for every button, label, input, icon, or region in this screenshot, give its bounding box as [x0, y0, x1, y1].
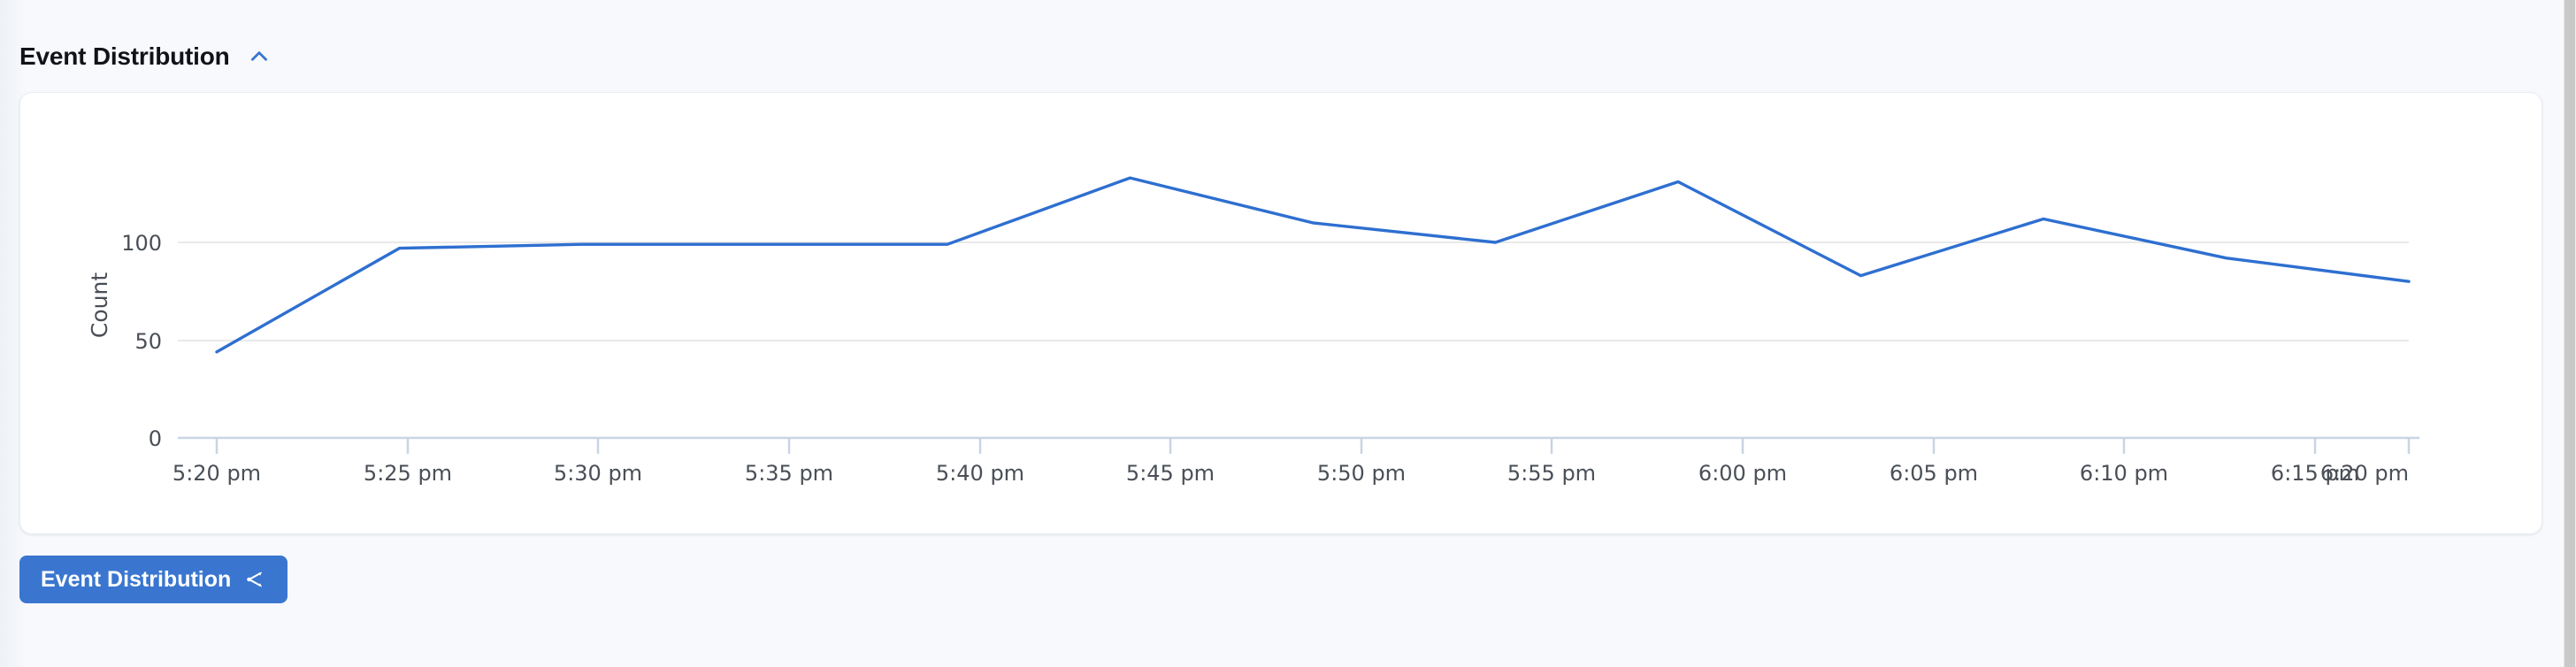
x-tick-label: 6:15 pm	[2271, 461, 2359, 486]
chevron-up-icon[interactable]	[244, 42, 274, 72]
page-title: Event Distribution	[19, 42, 230, 70]
y-axis-title: Count	[87, 272, 112, 338]
footer-button-label: Event Distribution	[41, 566, 232, 592]
x-tick-label: 6:05 pm	[1890, 461, 1978, 486]
page-scrollbar-track[interactable]	[2564, 0, 2576, 667]
x-tick-label: 5:50 pm	[1317, 461, 1406, 486]
share-nodes-icon	[243, 568, 266, 591]
gridlines	[178, 242, 2409, 341]
x-tick-label: 6:00 pm	[1698, 461, 1787, 486]
x-tick-label: 6:20 pm	[2320, 461, 2409, 486]
panel-header: Event Distribution	[19, 41, 274, 73]
x-tick-label: 5:55 pm	[1507, 461, 1596, 486]
x-tick-label: 5:25 pm	[364, 461, 452, 486]
series-line-count[interactable]	[215, 176, 2411, 354]
x-tick-label: 5:40 pm	[936, 461, 1024, 486]
chart-card: 100 50 0 Count 5:20 pm 5:25 pm 5:30 pm 5…	[19, 92, 2542, 534]
x-tick-label: 5:45 pm	[1126, 461, 1215, 486]
x-tick-label: 5:35 pm	[745, 461, 833, 486]
page-scrollbar-thumb[interactable]	[2564, 0, 2575, 667]
y-tick-label-50: 50	[134, 329, 162, 354]
x-tick-label: 6:10 pm	[2080, 461, 2168, 486]
x-tick-label: 5:20 pm	[172, 461, 261, 486]
event-distribution-button[interactable]: Event Distribution	[19, 556, 288, 603]
y-tick-label-100: 100	[121, 231, 162, 256]
y-tick-label-0: 0	[149, 426, 162, 451]
x-axis-ticks	[215, 438, 2411, 454]
x-tick-label: 5:30 pm	[554, 461, 642, 486]
event-distribution-chart[interactable]: 100 50 0 Count 5:20 pm 5:25 pm 5:30 pm 5…	[20, 93, 2543, 535]
line-chart-svg: 100 50 0 Count 5:20 pm 5:25 pm 5:30 pm 5…	[87, 176, 2419, 486]
